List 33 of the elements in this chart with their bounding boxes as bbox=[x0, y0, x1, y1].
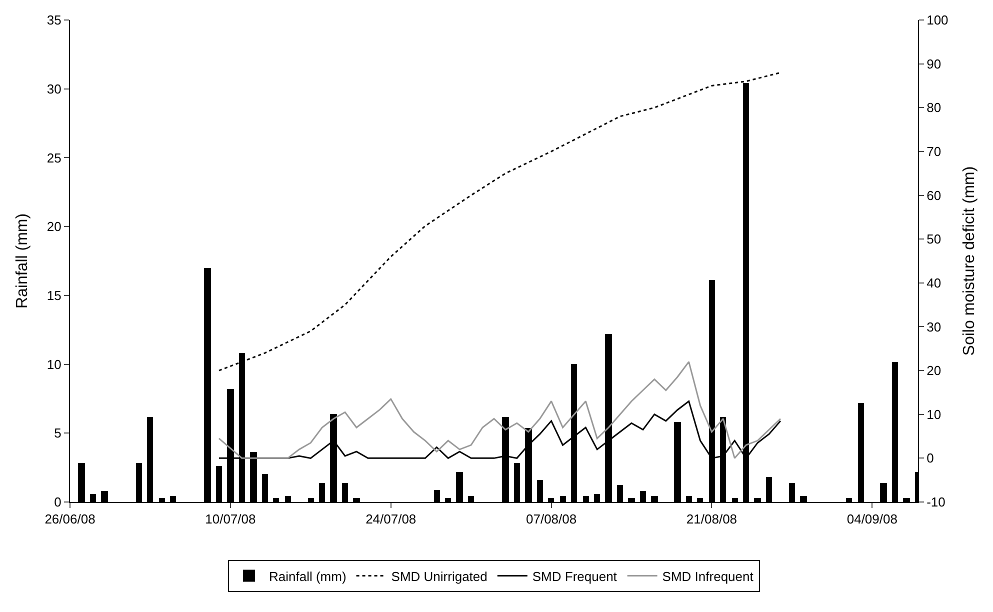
x-tick-label: 21/08/08 bbox=[686, 512, 738, 527]
y-tick-label: 20 bbox=[46, 219, 62, 234]
x-tick-label: 04/09/08 bbox=[846, 512, 898, 527]
y2-tick-label: 30 bbox=[926, 319, 942, 334]
legend-label: SMD Frequent bbox=[532, 568, 618, 584]
y2-tick-label: 0 bbox=[926, 450, 934, 466]
x-tick-label: 26/06/08 bbox=[44, 512, 96, 527]
y2-tick-label: 90 bbox=[926, 56, 942, 72]
y-axis-title: Rainfall (mm) bbox=[14, 213, 31, 309]
y-tick-label: 30 bbox=[46, 81, 62, 96]
y2-axis-title: Soilo moisture deficit (mm) bbox=[961, 166, 978, 356]
y2-tick-label: 70 bbox=[926, 144, 942, 159]
x-tick-label: 10/07/08 bbox=[205, 512, 256, 527]
y2-tick-label: 100 bbox=[926, 12, 948, 28]
y-tick-label: 0 bbox=[54, 494, 62, 510]
legend-label: SMD Infrequent bbox=[662, 568, 754, 584]
legend-label: SMD Unirrigated bbox=[391, 568, 488, 584]
x-tick-label: 07/08/08 bbox=[526, 512, 577, 527]
y2-tick-label: 60 bbox=[926, 188, 942, 203]
y-tick-label: 10 bbox=[46, 356, 62, 372]
y2-tick-label: 40 bbox=[926, 275, 942, 290]
line-series bbox=[218, 361, 782, 459]
y2-tick-label: 20 bbox=[926, 363, 942, 378]
y-tick-label: 25 bbox=[46, 150, 62, 166]
y-tick-label: 35 bbox=[46, 12, 62, 28]
y2-tick-label: 10 bbox=[926, 406, 942, 422]
y-tick-label: 15 bbox=[46, 288, 62, 303]
y2-tick-label: 50 bbox=[926, 232, 942, 247]
y-tick-label: 5 bbox=[54, 426, 62, 441]
y2-tick-label: 80 bbox=[926, 100, 942, 116]
y2-tick-label: -10 bbox=[926, 494, 946, 510]
legend-label: Rainfall (mm) bbox=[269, 568, 346, 584]
x-tick-label: 24/07/08 bbox=[366, 512, 416, 527]
